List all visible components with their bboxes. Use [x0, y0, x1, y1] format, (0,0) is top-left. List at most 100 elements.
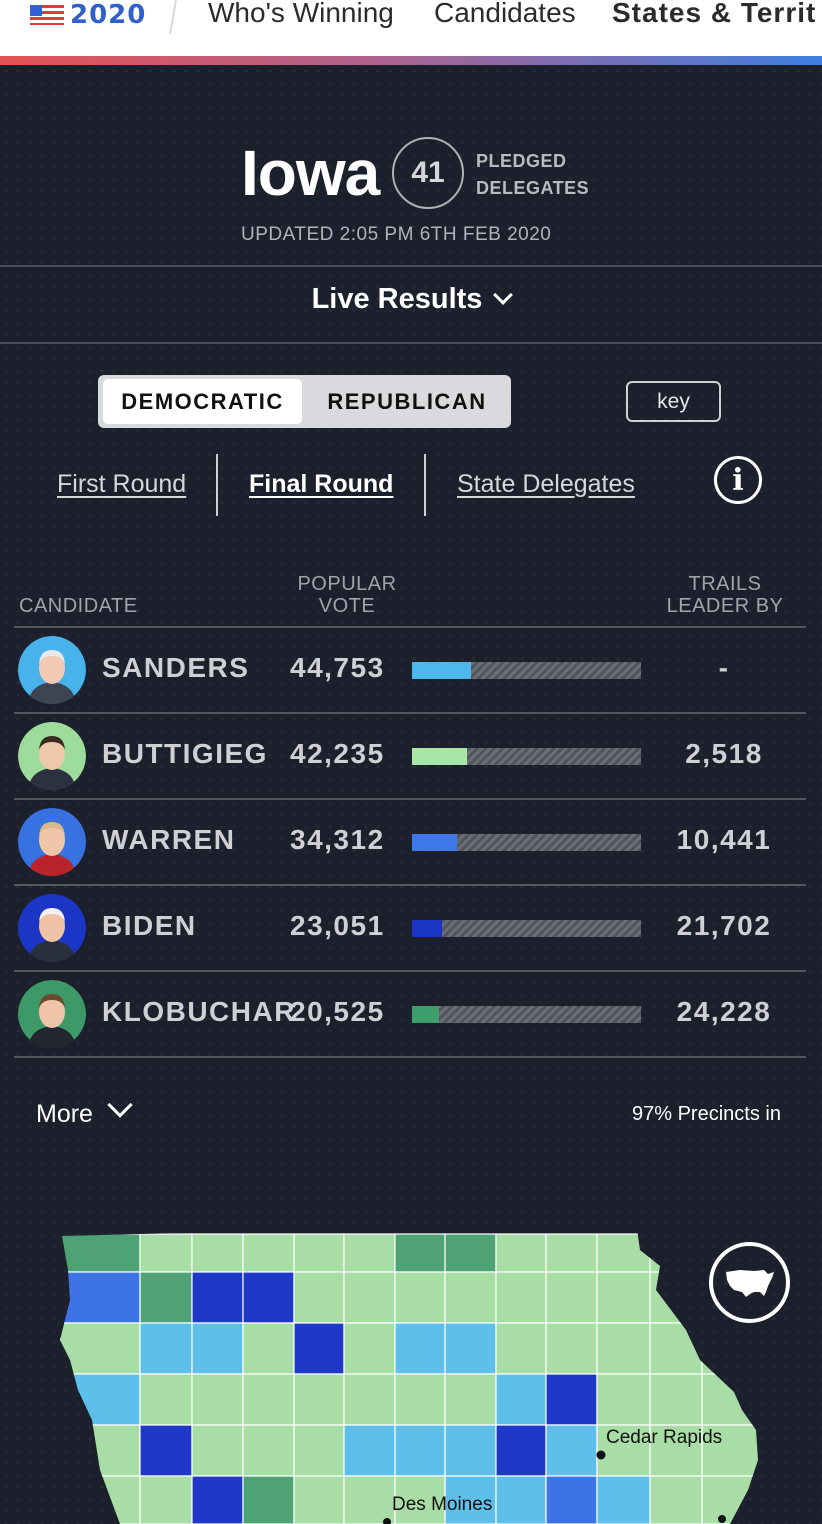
- live-results-dropdown[interactable]: Live Results: [0, 283, 822, 316]
- header-trails-line-2: LEADER BY: [666, 595, 784, 617]
- party-toggle: DEMOCRATIC REPUBLICAN: [98, 375, 511, 428]
- key-button[interactable]: key: [626, 381, 721, 422]
- tab-final-round[interactable]: Final Round: [249, 470, 394, 498]
- county-shape: [649, 1475, 703, 1524]
- popular-vote: 42,235: [290, 738, 385, 769]
- county-shape: [242, 1233, 295, 1273]
- table-divider: [14, 798, 806, 800]
- county-shape: [139, 1475, 193, 1524]
- county-shape: [649, 1373, 703, 1426]
- county-shape: [444, 1322, 497, 1375]
- county-shape: [242, 1475, 295, 1524]
- state-title: Iowa: [241, 137, 380, 209]
- table-divider: [14, 626, 806, 628]
- county-shape: [60, 1271, 141, 1324]
- county-shape: [444, 1233, 497, 1273]
- county-shape: [596, 1424, 651, 1477]
- candidate-name: WARREN: [102, 824, 236, 855]
- header-trails-line-1: TRAILS: [688, 573, 762, 595]
- candidate-avatar: [18, 808, 86, 876]
- nav-divider: [169, 0, 177, 34]
- county-shape: [343, 1475, 396, 1524]
- more-dropdown[interactable]: More: [36, 1092, 133, 1129]
- county-shape: [139, 1322, 193, 1375]
- live-results-label: Live Results: [311, 283, 483, 315]
- county-shape: [343, 1271, 396, 1324]
- table-row[interactable]: KLOBUCHAR 20,525 24,228: [14, 972, 806, 1058]
- city-marker: [718, 1515, 726, 1523]
- county-shape: [545, 1322, 598, 1375]
- county-shape: [293, 1424, 345, 1477]
- candidate-name: BUTTIGIEG: [102, 738, 268, 769]
- candidate-avatar: [18, 722, 86, 790]
- table-row[interactable]: SANDERS 44,753 -: [14, 628, 806, 714]
- cedar-rapids-marker: [596, 1450, 606, 1460]
- vote-share-bar: [412, 748, 641, 765]
- county-shape: [60, 1475, 141, 1524]
- county-shape: [495, 1424, 547, 1477]
- county-shape: [649, 1271, 703, 1324]
- county-shape: [545, 1424, 598, 1477]
- more-label: More: [36, 1100, 93, 1128]
- tab-first-round[interactable]: First Round: [57, 470, 187, 498]
- header-popular-vote: POPULAR VOTE: [272, 573, 422, 617]
- nav-link-candidates[interactable]: Candidates: [434, 0, 576, 28]
- us-flag-icon: [30, 5, 64, 25]
- county-shape: [545, 1475, 598, 1524]
- candidate-avatar: [18, 980, 86, 1048]
- trails-leader-by: -: [718, 652, 730, 683]
- table-divider: [14, 970, 806, 972]
- vote-share-bar-fill: [412, 662, 471, 679]
- table-row[interactable]: BIDEN 23,051 21,702: [14, 886, 806, 972]
- county-shape: [596, 1475, 651, 1524]
- county-shape: [394, 1233, 446, 1273]
- des-moines-label: Des Moines: [392, 1494, 492, 1515]
- county-shape: [191, 1322, 244, 1375]
- county-shape: [545, 1271, 598, 1324]
- us-map-icon[interactable]: [709, 1242, 790, 1323]
- des-moines-marker: [383, 1518, 391, 1524]
- iowa-county-map[interactable]: Cedar Rapids Des Moines: [0, 1210, 822, 1524]
- county-shape: [242, 1373, 295, 1426]
- county-shape: [293, 1271, 345, 1324]
- republican-button[interactable]: REPUBLICAN: [327, 388, 487, 414]
- county-shape: [343, 1322, 396, 1375]
- vote-share-bar-fill: [412, 1006, 439, 1023]
- tab-state-delegates[interactable]: State Delegates: [457, 470, 635, 498]
- table-divider: [14, 1056, 806, 1058]
- precincts-reporting: 97% Precincts in: [632, 1103, 781, 1125]
- header-popular-vote-line-2: VOTE: [318, 595, 376, 617]
- accent-gradient-bar: [0, 56, 822, 65]
- vote-share-bar-fill: [412, 920, 443, 937]
- county-shape: [596, 1373, 651, 1426]
- county-shape: [242, 1271, 295, 1324]
- democratic-button[interactable]: DEMOCRATIC: [103, 379, 302, 424]
- county-shape: [293, 1233, 345, 1273]
- table-row[interactable]: BUTTIGIEG 42,235 2,518: [14, 714, 806, 800]
- election-2020-logo[interactable]: 2020: [30, 0, 146, 30]
- pledged-delegates-label: PLEDGED DELEGATES: [476, 148, 596, 202]
- popular-vote: 34,312: [290, 824, 385, 855]
- tab-divider: [424, 454, 426, 516]
- county-shape: [596, 1322, 651, 1375]
- info-icon[interactable]: i: [714, 456, 762, 504]
- nav-link-states[interactable]: States & Territ: [612, 0, 817, 28]
- chevron-down-icon: [493, 285, 514, 305]
- county-shape: [444, 1373, 497, 1426]
- county-shape: [495, 1271, 547, 1324]
- county-shape: [495, 1322, 547, 1375]
- popular-vote: 23,051: [290, 910, 385, 941]
- county-shape: [394, 1373, 446, 1426]
- county-shape: [191, 1424, 244, 1477]
- county-shape: [343, 1373, 396, 1426]
- table-row[interactable]: WARREN 34,312 10,441: [14, 800, 806, 886]
- nav-link-whos-winning[interactable]: Who's Winning: [208, 0, 394, 28]
- county-shape: [191, 1373, 244, 1426]
- divider: [0, 265, 822, 267]
- county-shape: [293, 1322, 345, 1375]
- county-shape: [343, 1424, 396, 1477]
- popular-vote: 20,525: [290, 996, 385, 1027]
- county-shape: [444, 1424, 497, 1477]
- county-shape: [191, 1271, 244, 1324]
- trails-leader-by: 21,702: [676, 910, 772, 941]
